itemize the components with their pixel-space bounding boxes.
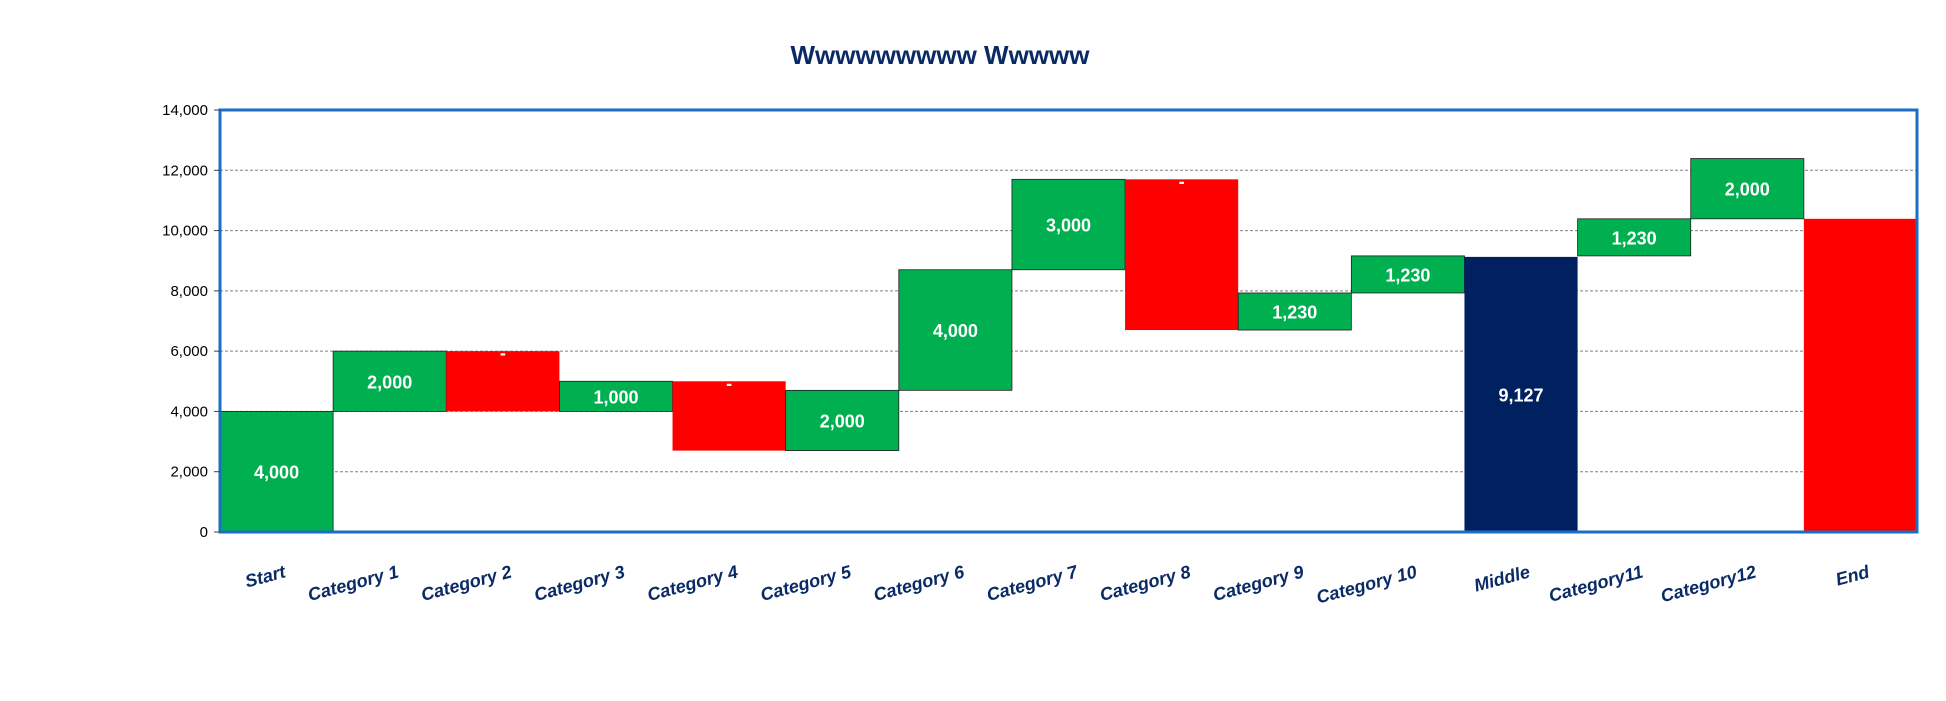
y-tick-label: 6,000	[170, 343, 208, 360]
x-tick-label: Category11	[1547, 562, 1646, 606]
x-tick-label: Start	[243, 561, 289, 591]
data-label: -	[1179, 171, 1185, 191]
chart-title: Wwwwwwwww Wwwww	[790, 40, 1090, 70]
data-label: 1,000	[593, 387, 638, 407]
bar-category-10	[1350, 255, 1465, 294]
bar-category-1	[332, 350, 447, 412]
data-label: 3,000	[1046, 216, 1091, 236]
data-label: 2,000	[367, 372, 412, 392]
x-tick-label: Category12	[1658, 562, 1758, 607]
y-tick-label: 8,000	[170, 283, 208, 300]
bar-category-8	[1125, 179, 1239, 331]
plot-frame	[218, 108, 1919, 534]
x-tick-label: Category 4	[645, 562, 740, 605]
data-label: 1,230	[1612, 228, 1657, 248]
bars	[219, 158, 1917, 533]
bar-category-9	[1237, 292, 1352, 331]
data-label: -	[726, 373, 732, 393]
x-tick-label: End	[1833, 561, 1872, 589]
data-labels: 4,000 2,000 - 1,000 - 2,000 4,000 3,000 - 1,230 1,…	[254, 171, 1770, 482]
data-label: 2,000	[820, 411, 865, 431]
y-axis: 0 2,000 4,000 6,000 8,000 10,000 12,000 14,000	[162, 102, 220, 541]
data-label: 1,230	[1385, 265, 1430, 285]
bar-category-7	[1011, 178, 1126, 271]
bar-category-4	[672, 381, 786, 451]
x-axis: Start Category 1 Category 2 Category 3 Categ…	[243, 561, 1873, 607]
x-tick-label: Category 7	[984, 561, 1080, 605]
x-tick-label: Middle	[1472, 562, 1532, 596]
bar-start	[219, 411, 334, 533]
data-label: 4,000	[254, 463, 299, 483]
bar-middle	[1464, 256, 1578, 532]
bar-category-5	[785, 389, 900, 452]
x-tick-label: Category 8	[1098, 562, 1193, 605]
x-tick-label: Category 10	[1314, 562, 1419, 608]
y-tick-label: 10,000	[162, 223, 208, 240]
bar-category-2	[446, 351, 560, 412]
bar-end	[1803, 218, 1917, 532]
y-tick-label: 12,000	[162, 162, 208, 179]
bar-category12	[1690, 158, 1805, 220]
bar-category11	[1577, 218, 1692, 257]
data-label: 2,000	[1725, 180, 1770, 200]
data-label: 4,000	[933, 321, 978, 341]
x-tick-label: Category 1	[306, 562, 401, 605]
x-tick-label: Category 5	[758, 561, 854, 605]
y-tick-label: 14,000	[162, 102, 208, 119]
x-tick-label: Category 2	[419, 562, 514, 605]
x-tick-label: Category 3	[532, 562, 627, 605]
data-label: -	[500, 343, 506, 363]
bar-category-6	[898, 269, 1013, 391]
data-label: 1,230	[1272, 303, 1317, 323]
y-tick-label: 2,000	[170, 464, 208, 481]
data-label: 9,127	[1499, 385, 1544, 405]
y-tick-label: 0	[200, 524, 208, 541]
x-tick-label: Category 6	[871, 561, 967, 605]
x-tick-label: Category 9	[1211, 562, 1306, 605]
y-tick-label: 4,000	[170, 403, 208, 420]
